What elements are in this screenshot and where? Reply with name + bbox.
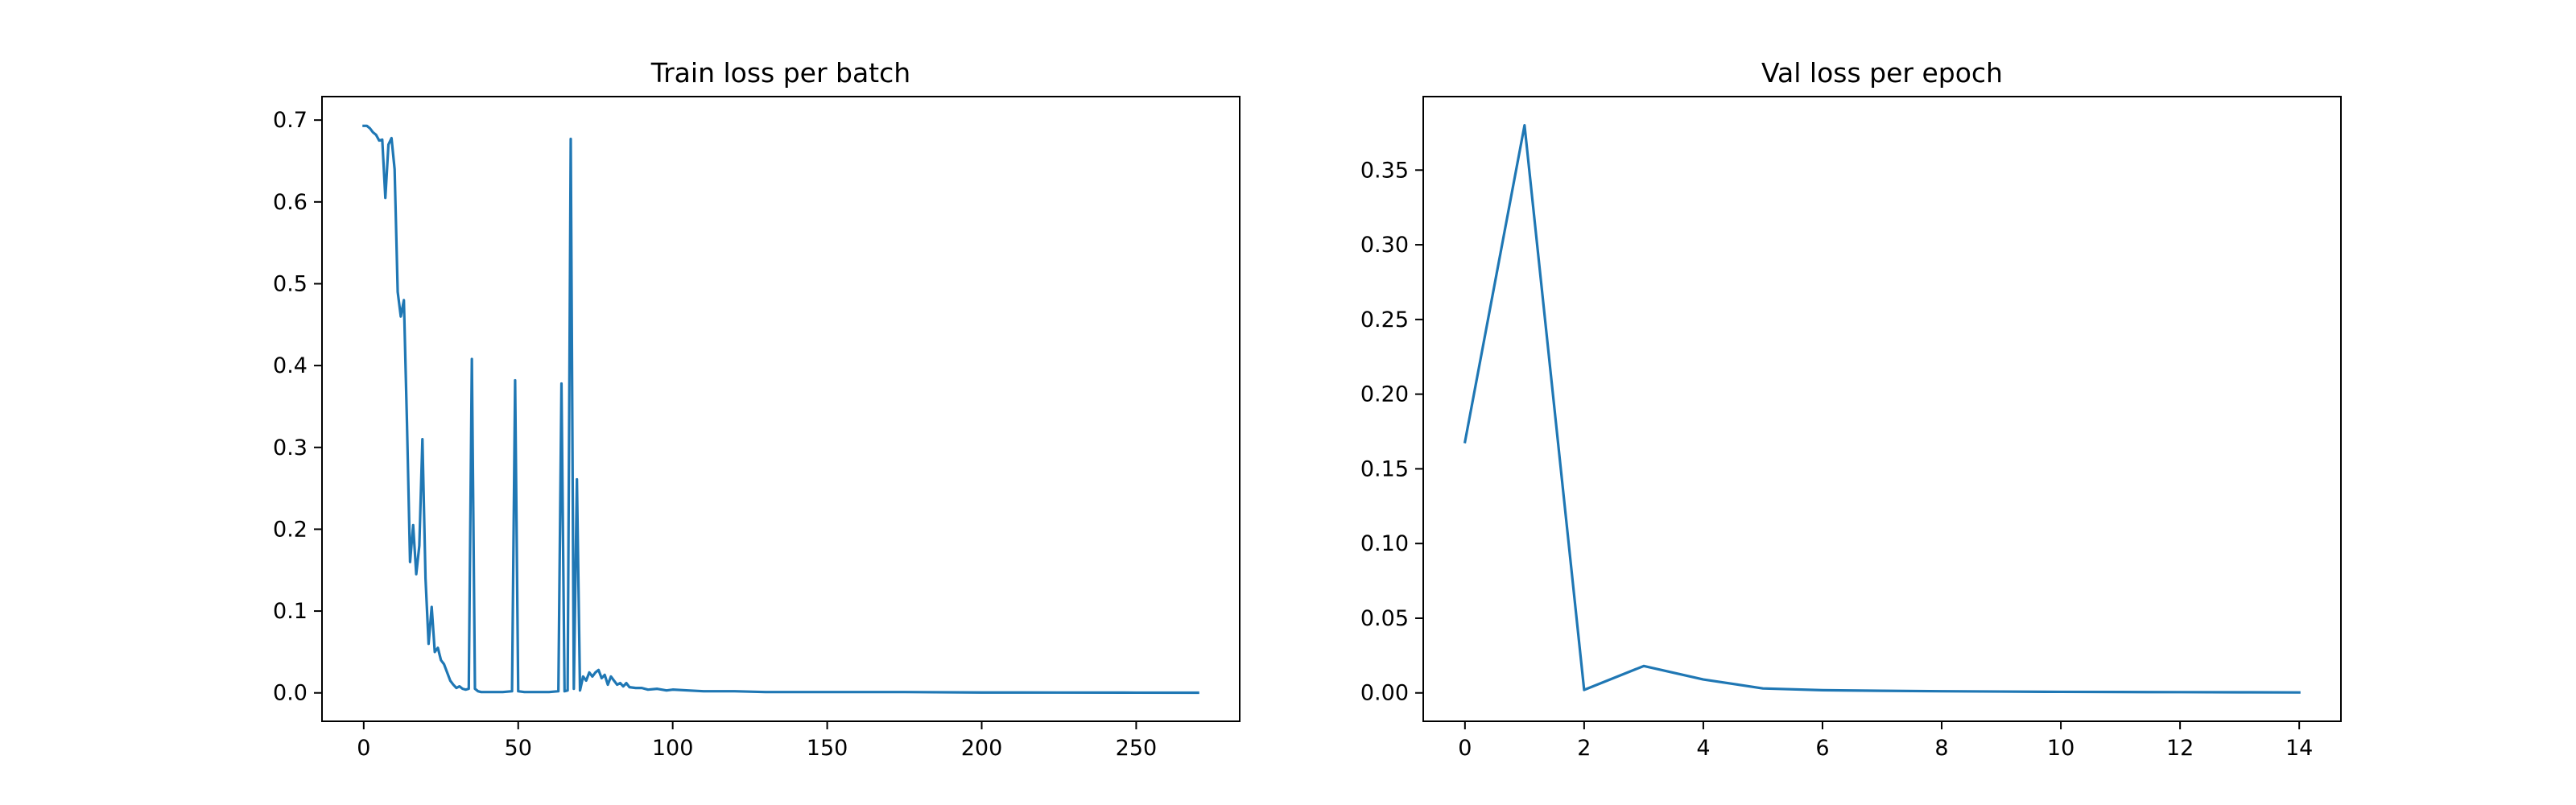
val-loss-y-tick-label-4: 0.20 (1360, 382, 1409, 407)
val-loss-y-tick-label-3: 0.15 (1360, 456, 1409, 481)
val-loss-x-tick-label-4: 8 (1934, 736, 1948, 761)
train-loss-x-tick-label-0: 0 (357, 736, 370, 761)
train-loss-x-tick-label-5: 250 (1116, 736, 1158, 761)
train-loss-x-tick-label-2: 100 (652, 736, 694, 761)
val-loss-x-tick-label-5: 10 (2047, 736, 2074, 761)
train-loss-series-line-0 (362, 124, 1199, 695)
train-loss-chart-title: Train loss per batch (650, 57, 910, 89)
val-loss-series-line-0 (1463, 124, 2301, 694)
train-loss-y-tick-label-2: 0.2 (273, 517, 308, 542)
val-loss-axes-frame (1422, 96, 2342, 722)
val-loss-x-tick-label-3: 6 (1815, 736, 1829, 761)
val-loss-chart-title: Val loss per epoch (1761, 57, 2003, 89)
train-loss-chart: Train loss per batch 0 50 100 150 200 2500.00… (273, 57, 1241, 761)
train-loss-y-tick-label-6: 0.6 (273, 190, 308, 215)
val-loss-chart: Val loss per epoch 0 2 4 6 8 10 12 14 0.00 0.05 0.… (1360, 57, 2342, 761)
val-loss-y-tick-label-0: 0.00 (1360, 681, 1409, 706)
train-loss-y-tick-label-3: 0.3 (273, 436, 308, 460)
val-loss-y-tick-label-2: 0.10 (1360, 531, 1409, 556)
train-loss-ticks-layer: 0 50 100 150 200 250 0.0 0.1 0.2 0.3 0.4 0.5 0.6 0.7 (273, 108, 1157, 761)
train-loss-x-tick-label-1: 50 (505, 736, 532, 761)
val-loss-y-tick-label-5: 0.25 (1360, 308, 1409, 332)
train-loss-y-tick-label-4: 0.4 (273, 353, 308, 378)
train-loss-axes-frame (321, 96, 1241, 722)
val-loss-y-tick-label-1: 0.05 (1360, 606, 1409, 631)
val-loss-x-tick-label-6: 12 (2166, 736, 2194, 761)
val-loss-ticks-layer: 0 2 4 6 8 10 12 14 0.00 0.05 0.10 0.15 0.20 0.25 0.30 0… (1360, 158, 2313, 761)
train-loss-x-tick-label-4: 200 (961, 736, 1003, 761)
train-loss-y-tick-label-1: 0.1 (273, 599, 308, 624)
val-loss-y-tick-label-6: 0.30 (1360, 233, 1409, 258)
val-loss-series-layer (1463, 124, 2301, 694)
train-loss-x-tick-label-3: 150 (807, 736, 848, 761)
val-loss-x-tick-label-2: 4 (1696, 736, 1710, 761)
train-loss-y-tick-label-7: 0.7 (273, 108, 308, 133)
val-loss-y-tick-label-7: 0.35 (1360, 158, 1409, 183)
val-loss-x-tick-label-7: 14 (2285, 736, 2313, 761)
train-loss-series-layer (362, 124, 1199, 695)
val-loss-x-tick-label-1: 2 (1577, 736, 1591, 761)
train-loss-y-tick-label-5: 0.5 (273, 271, 308, 296)
train-loss-y-tick-label-0: 0.0 (273, 681, 308, 706)
val-loss-x-tick-label-0: 0 (1458, 736, 1472, 761)
